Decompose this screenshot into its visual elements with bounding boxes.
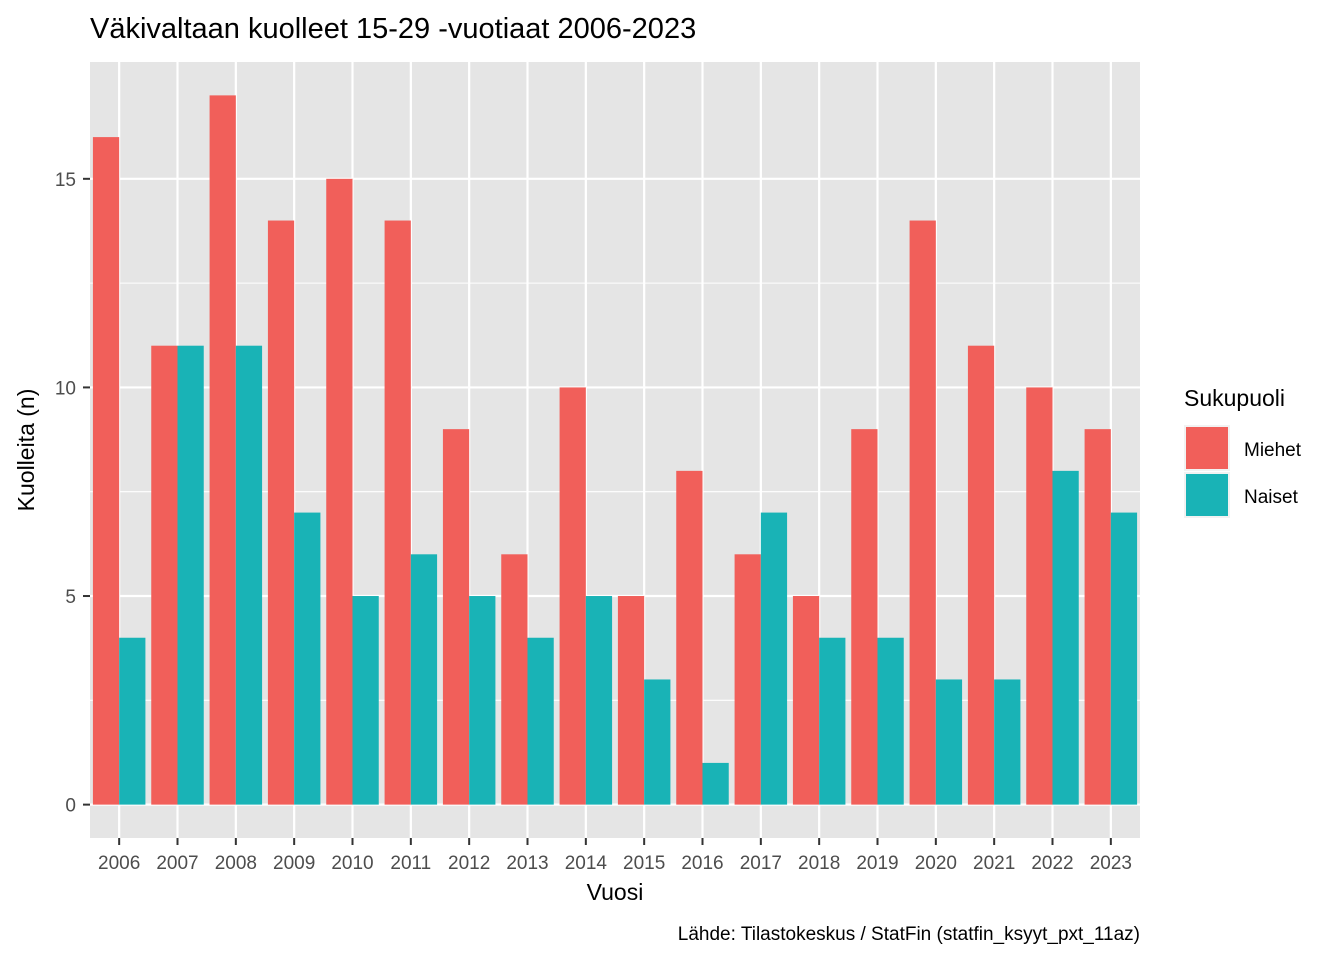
bar-miehet-2019 [851, 429, 878, 805]
bar-naiset-2009 [294, 512, 321, 805]
x-tick-label: 2015 [623, 853, 665, 874]
x-tick-label: 2016 [681, 853, 723, 874]
x-tick-label: 2021 [973, 853, 1015, 874]
x-tick-label: 2022 [1031, 853, 1073, 874]
plot-panel [90, 62, 1140, 838]
legend: Sukupuoli Miehet Naiset [1184, 385, 1302, 518]
bar-miehet-2021 [967, 345, 995, 805]
y-axis: 0 5 10 15 [55, 170, 90, 817]
bar-naiset-2008 [235, 345, 263, 805]
bar-miehet-2013 [501, 554, 528, 805]
x-tick-label: 2010 [331, 853, 373, 874]
bar-miehet-2022 [1026, 387, 1053, 805]
bar-naiset-2019 [877, 637, 904, 805]
x-tick-label: 2007 [156, 853, 198, 874]
x-tick-label: 2011 [390, 853, 431, 874]
bar-naiset-2020 [935, 679, 963, 805]
bar-miehet-2009 [267, 220, 295, 805]
y-axis-title: Kuolleita (n) [13, 389, 39, 512]
y-tick-label: 5 [65, 587, 76, 608]
x-tick-label: 2012 [448, 853, 490, 874]
y-tick-label: 0 [65, 796, 76, 817]
bar-miehet-2012 [442, 429, 470, 805]
legend-label-naiset: Naiset [1244, 487, 1299, 508]
bar-naiset-2023 [1110, 512, 1138, 805]
bar-miehet-2014 [559, 387, 586, 805]
chart-title: Väkivaltaan kuolleet 15-29 -vuotiaat 200… [90, 13, 696, 45]
x-tick-label: 2008 [215, 853, 257, 874]
bar-naiset-2011 [410, 554, 438, 805]
bar-miehet-2020 [909, 220, 936, 805]
bar-miehet-2010 [326, 178, 353, 805]
grid-minor [90, 282, 1140, 701]
bar-naiset-2006 [119, 637, 146, 805]
bar-miehet-2016 [676, 470, 703, 805]
legend-key-miehet [1186, 427, 1228, 469]
bar-miehet-2018 [792, 596, 820, 805]
bar-miehet-2017 [734, 554, 761, 805]
bar-naiset-2018 [819, 637, 846, 805]
bar-naiset-2022 [1052, 470, 1079, 805]
bar-naiset-2021 [994, 679, 1021, 805]
x-axis-title: Vuosi [587, 879, 644, 905]
y-tick-label: 15 [55, 170, 76, 191]
x-axis: 2006 2007 2008 2009 2010 2011 2012 2013 2014 2015… [98, 838, 1132, 874]
bar-miehet-2011 [384, 220, 411, 805]
legend-label-miehet: Miehet [1244, 440, 1302, 461]
bar-miehet-2006 [92, 137, 120, 805]
bar-naiset-2014 [585, 596, 613, 805]
bar-naiset-2010 [352, 596, 379, 805]
bar-naiset-2015 [644, 679, 671, 805]
legend-key-naiset [1186, 474, 1228, 516]
bars [92, 95, 1138, 805]
x-tick-label: 2006 [98, 853, 140, 874]
y-tick-label: 10 [55, 378, 76, 399]
x-tick-label: 2013 [506, 853, 548, 874]
bar-naiset-2013 [527, 637, 554, 805]
x-tick-label: 2014 [565, 853, 608, 874]
x-tick-label: 2017 [740, 853, 782, 874]
caption: Lähde: Tilastokeskus / StatFin (statfin_… [678, 924, 1140, 945]
x-tick-label: 2019 [856, 853, 898, 874]
x-tick-label: 2009 [273, 853, 315, 874]
bar-naiset-2017 [760, 512, 788, 805]
x-tick-label: 2018 [798, 853, 840, 874]
bar-naiset-2012 [469, 596, 496, 805]
bar-naiset-2016 [702, 762, 729, 805]
bar-miehet-2015 [617, 596, 645, 805]
legend-title: Sukupuoli [1184, 385, 1285, 411]
bar-naiset-2007 [177, 345, 204, 805]
bar-miehet-2007 [151, 345, 178, 805]
bar-miehet-2008 [209, 95, 236, 805]
bar-miehet-2023 [1084, 429, 1111, 805]
x-tick-label: 2020 [915, 853, 957, 874]
x-tick-label: 2023 [1090, 853, 1132, 874]
